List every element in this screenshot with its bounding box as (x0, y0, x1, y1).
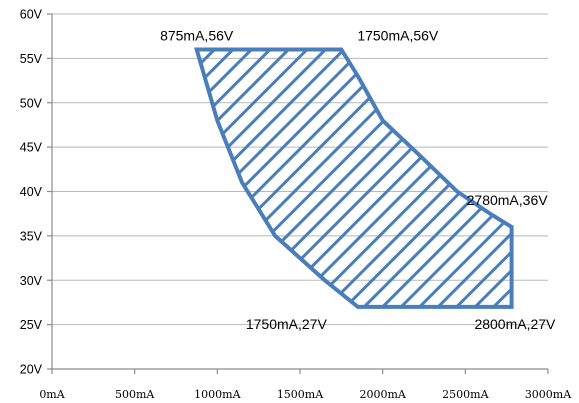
hatch-line (196, 49, 321, 307)
hatch-line (0, 0, 98, 403)
x-axis-ticks: 0mA 500mA 1000mA 1500mA 2000mA 2500mA 3000mA (39, 369, 572, 401)
hatch-line (231, 49, 512, 307)
hatch-line (547, 0, 579, 403)
hatch-line (0, 0, 5, 403)
hatch-line (249, 49, 512, 307)
y-tick-label: 50V (20, 96, 43, 110)
operating-region (194, 47, 514, 309)
hatch-line (196, 49, 377, 307)
hatch-line (196, 49, 340, 307)
region-outline (194, 47, 514, 309)
y-tick-label: 35V (20, 229, 43, 243)
x-tick-label: 1500mA (277, 388, 324, 401)
data-label: 1750mA,27V (246, 316, 328, 332)
x-tick-label: 1000mA (194, 388, 241, 401)
hatch-line (196, 49, 395, 307)
x-tick-label: 0mA (39, 388, 65, 401)
x-tick-label: 500mA (115, 388, 155, 401)
hatch-line (0, 0, 116, 403)
data-label: 2800mA,27V (474, 316, 556, 332)
hatch-line (268, 49, 512, 307)
y-axis-ticks: 20V 25V 30V 35V 40V 45V 50V 55V 60V (20, 8, 52, 377)
hatch-line (196, 49, 303, 307)
hatch-line (196, 49, 358, 307)
x-tick-label: 2500mA (442, 388, 489, 401)
data-label: 2780mA,36V (467, 192, 549, 208)
hatch-line (212, 49, 512, 307)
y-tick-label: 30V (20, 274, 43, 288)
data-label: 1750mA,56V (357, 28, 439, 44)
y-tick-label: 55V (20, 52, 43, 66)
annotations: 875mA,56V 1750mA,56V 2780mA,36V 1750mA,27V 2… (160, 28, 556, 332)
y-tick-label: 25V (20, 318, 43, 332)
y-tick-label: 60V (20, 8, 43, 22)
hatch-line (566, 0, 579, 403)
hatch-line (196, 49, 512, 307)
x-tick-label: 3000mA (525, 388, 572, 401)
y-tick-label: 20V (20, 363, 43, 377)
data-label: 875mA,56V (160, 28, 234, 44)
y-tick-label: 40V (20, 185, 43, 199)
y-tick-label: 45V (20, 141, 43, 155)
x-tick-label: 2000mA (359, 388, 406, 401)
hatch-line (196, 49, 512, 307)
hatch-line (196, 49, 284, 307)
